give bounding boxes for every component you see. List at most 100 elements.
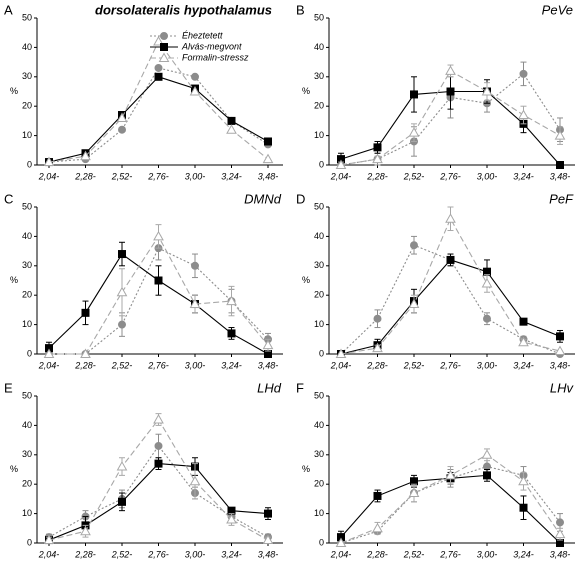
point bbox=[373, 143, 382, 152]
x-tick-label: 3,48- bbox=[550, 171, 571, 181]
y-tick-label: 10 bbox=[22, 508, 32, 518]
x-tick-label: 3,00- bbox=[185, 171, 206, 181]
x-tick-label: 3,24- bbox=[221, 171, 242, 181]
x-tick-label: 2,76- bbox=[147, 171, 169, 181]
point bbox=[408, 487, 420, 498]
point bbox=[554, 528, 566, 539]
panel: B PeVe% 0 10 20 30 40 50 2,04- 2,28- 2,52- 2,76- 3,0… bbox=[296, 2, 575, 181]
point bbox=[556, 518, 564, 527]
x-tick-label: 2,52- bbox=[111, 171, 133, 181]
x-tick-label: 3,24- bbox=[513, 171, 534, 181]
point bbox=[518, 475, 529, 486]
panel: C DMNd% 0 10 20 30 40 50 2,04- 2,28- 2,52- 2,76- 3,0… bbox=[4, 191, 283, 370]
point bbox=[43, 348, 55, 358]
point bbox=[118, 125, 126, 134]
point bbox=[335, 348, 347, 358]
y-tick-label: 10 bbox=[314, 508, 324, 518]
point bbox=[43, 534, 55, 545]
point bbox=[81, 308, 90, 317]
x-tick-label: 2,28- bbox=[74, 549, 96, 559]
point bbox=[372, 153, 383, 164]
x-tick-label: 3,00- bbox=[185, 549, 206, 559]
y-tick-label: 50 bbox=[22, 12, 32, 22]
point bbox=[445, 213, 456, 223]
point bbox=[519, 317, 528, 326]
point bbox=[372, 342, 383, 353]
point bbox=[116, 286, 128, 297]
y-tick-label: 50 bbox=[314, 390, 324, 400]
y-tick-label: 20 bbox=[314, 290, 324, 300]
x-tick-label: 2,04- bbox=[38, 171, 60, 181]
y-tick-label: 40 bbox=[314, 420, 324, 430]
point bbox=[264, 509, 272, 518]
x-tick-label: 3,24- bbox=[221, 549, 242, 559]
y-tick-label: 20 bbox=[314, 479, 324, 489]
x-tick-label: 2,76- bbox=[439, 360, 461, 370]
y-tick-label: 30 bbox=[314, 71, 324, 81]
point bbox=[481, 277, 493, 288]
x-tick-label: 2,28- bbox=[366, 360, 388, 370]
point bbox=[80, 525, 91, 536]
x-tick-label: 2,28- bbox=[366, 171, 388, 181]
point bbox=[226, 124, 237, 134]
series-line bbox=[48, 67, 269, 163]
point bbox=[408, 298, 420, 309]
panel: E LHd% 0 10 20 30 40 50 2,04- 2,28- 2,52- 2,76- 3,00… bbox=[4, 380, 283, 559]
point bbox=[446, 255, 455, 264]
panel-label: E bbox=[4, 380, 13, 395]
legend-label: Alvás-megvont bbox=[181, 41, 242, 51]
point bbox=[226, 513, 237, 524]
point bbox=[118, 497, 126, 506]
y-axis-label: % bbox=[302, 86, 310, 96]
x-tick-label: 3,00- bbox=[185, 360, 206, 370]
point bbox=[118, 320, 126, 329]
point bbox=[262, 153, 274, 164]
x-tick-label: 3,00- bbox=[477, 549, 498, 559]
x-tick-label: 2,28- bbox=[74, 171, 96, 181]
panel-title: PeF bbox=[549, 191, 574, 206]
point bbox=[483, 471, 491, 480]
legend-marker bbox=[160, 32, 168, 40]
x-tick-label: 3,48- bbox=[550, 549, 571, 559]
y-tick-label: 10 bbox=[22, 319, 32, 329]
y-axis-label: % bbox=[10, 86, 18, 96]
x-tick-label: 3,00- bbox=[477, 360, 498, 370]
x-tick-label: 2,52- bbox=[403, 549, 425, 559]
y-tick-label: 20 bbox=[22, 101, 32, 111]
x-tick-label: 3,24- bbox=[221, 360, 242, 370]
panel-label: D bbox=[296, 191, 305, 206]
point bbox=[410, 241, 418, 250]
y-tick-label: 30 bbox=[314, 260, 324, 270]
panel-label: B bbox=[296, 2, 305, 17]
point bbox=[518, 336, 529, 347]
point bbox=[116, 112, 128, 122]
point bbox=[372, 522, 383, 533]
x-tick-label: 3,48- bbox=[258, 171, 279, 181]
x-tick-label: 3,48- bbox=[550, 360, 571, 370]
panel-label: F bbox=[296, 380, 304, 395]
x-tick-label: 2,28- bbox=[74, 360, 96, 370]
point bbox=[116, 461, 128, 471]
point bbox=[118, 250, 126, 259]
point bbox=[154, 72, 163, 81]
y-tick-label: 20 bbox=[314, 101, 324, 111]
point bbox=[226, 295, 237, 306]
point bbox=[191, 261, 199, 270]
point bbox=[189, 475, 201, 486]
panel: F LHv% 0 10 20 30 40 50 2,04- 2,28- 2,52- 2,76- 3,00… bbox=[296, 380, 575, 559]
x-tick-label: 2,28- bbox=[366, 549, 388, 559]
point bbox=[43, 156, 55, 167]
x-tick-label: 2,52- bbox=[111, 549, 133, 559]
x-tick-label: 3,24- bbox=[513, 549, 534, 559]
y-tick-label: 30 bbox=[22, 71, 32, 81]
point bbox=[189, 85, 201, 96]
x-tick-label: 3,48- bbox=[258, 549, 279, 559]
point bbox=[80, 348, 91, 358]
legend-marker bbox=[158, 52, 170, 62]
legend-label: Éheztetett bbox=[182, 30, 223, 40]
y-tick-label: 0 bbox=[27, 537, 32, 547]
point bbox=[335, 537, 347, 547]
y-tick-label: 10 bbox=[22, 130, 32, 140]
point bbox=[264, 137, 272, 146]
x-tick-label: 2,04- bbox=[38, 549, 60, 559]
